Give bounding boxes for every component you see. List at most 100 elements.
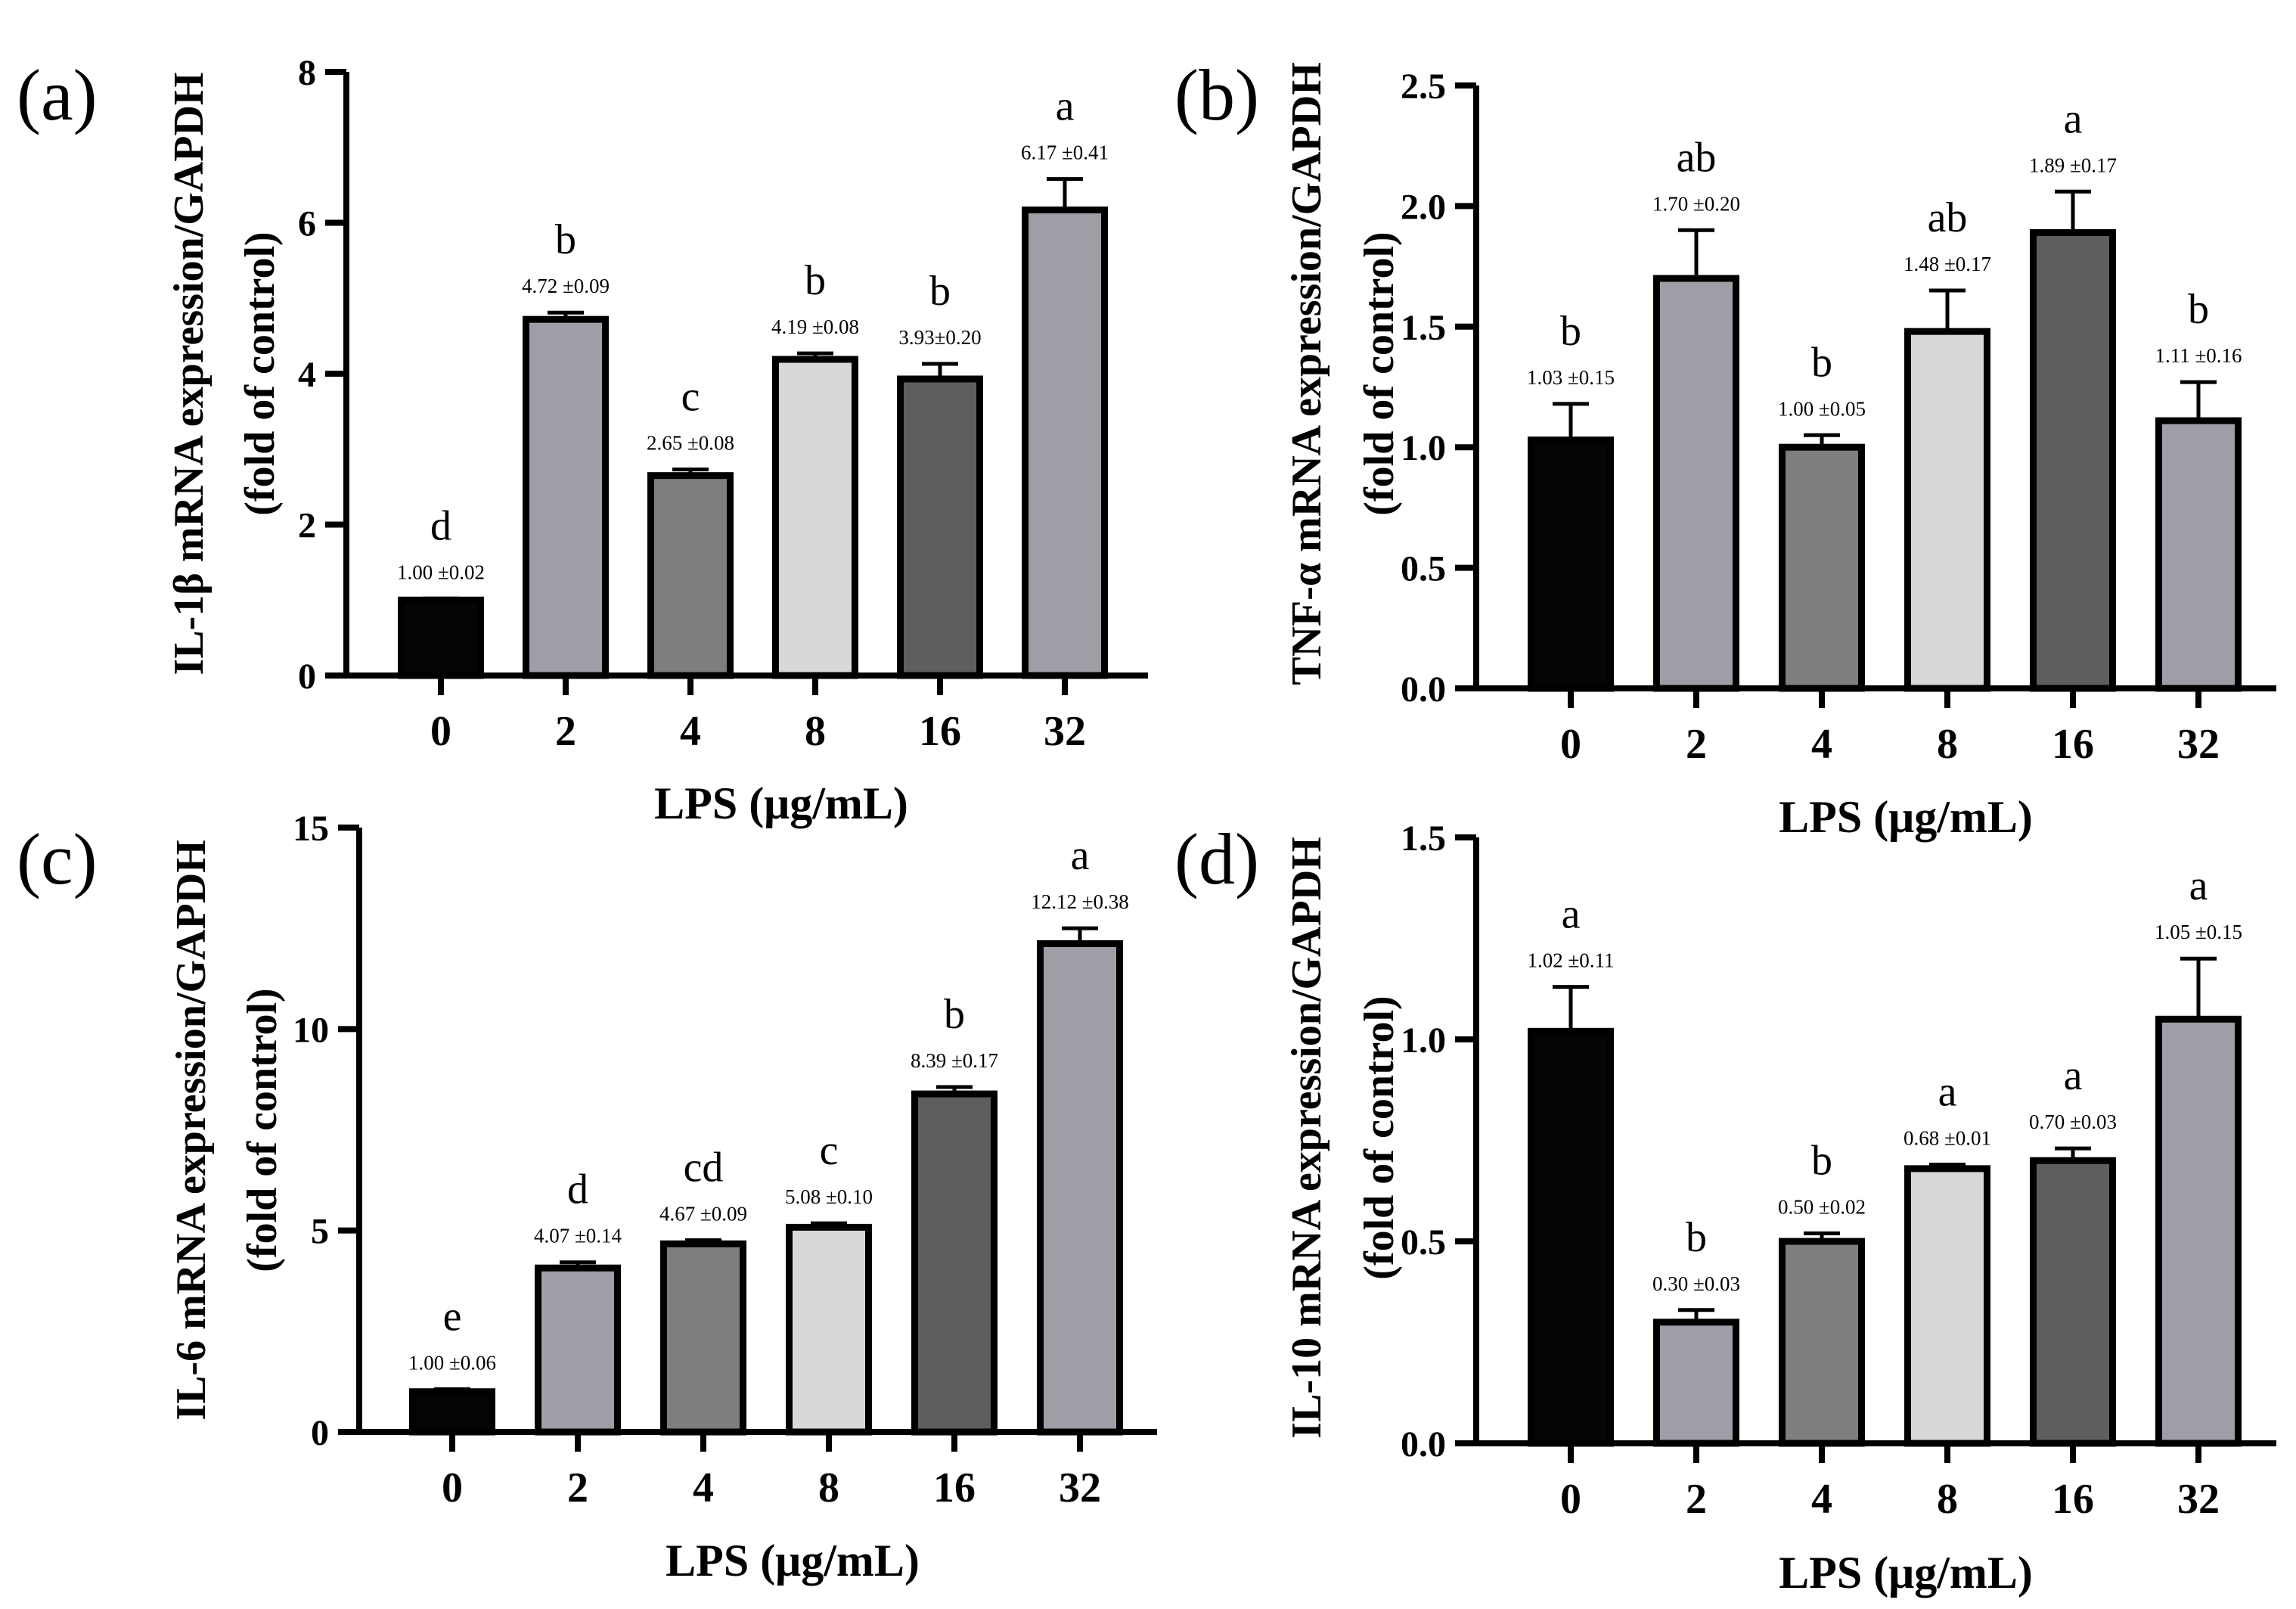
y-axis-title: IL-6 mRNA expression/GAPDH bbox=[168, 840, 215, 1420]
chart-panel-c: (c) 1.00 ±0.06 e 0 4.07 ±0.14 d 2 4.67 ±0.09 cd 4… bbox=[17, 809, 1157, 1586]
significance-letter: b bbox=[929, 268, 951, 315]
value-label: 1.48 ±0.17 bbox=[1904, 253, 1991, 275]
value-label: 2.65 ±0.08 bbox=[647, 432, 734, 455]
value-label: 1.11 ±0.16 bbox=[2155, 344, 2242, 367]
significance-letter: d bbox=[567, 1166, 588, 1213]
significance-letter: b bbox=[1560, 308, 1581, 355]
bar-4 bbox=[647, 472, 734, 679]
x-axis-title: LPS (μg/mL) bbox=[1779, 792, 2033, 842]
y-tick-label: 1.0 bbox=[1401, 428, 1446, 468]
significance-letter: b bbox=[2188, 286, 2209, 333]
value-label: 6.17 ±0.41 bbox=[1021, 141, 1109, 164]
significance-letter: c bbox=[820, 1127, 839, 1174]
value-label: 1.00 ±0.06 bbox=[408, 1352, 496, 1374]
y-tick-label: 1.0 bbox=[1401, 1020, 1446, 1061]
y-tick-label: 8 bbox=[298, 53, 316, 93]
significance-letter: b bbox=[944, 991, 965, 1038]
y-tick-label: 4 bbox=[298, 355, 316, 395]
value-label: 5.08 ±0.10 bbox=[785, 1185, 873, 1208]
bar-2 bbox=[1653, 275, 1739, 692]
bar-32 bbox=[1022, 207, 1108, 679]
bar-2 bbox=[535, 1264, 621, 1436]
bar-8 bbox=[786, 1223, 872, 1436]
significance-letter: a bbox=[1071, 832, 1090, 879]
bar-4 bbox=[660, 1240, 746, 1436]
significance-letter: b bbox=[555, 216, 576, 263]
value-label: 1.05 ±0.15 bbox=[2155, 921, 2242, 943]
significance-letter: a bbox=[2064, 1052, 2083, 1099]
bar-16 bbox=[911, 1090, 998, 1436]
y-tick-label: 2.0 bbox=[1401, 187, 1446, 227]
significance-letter: b bbox=[805, 257, 826, 304]
x-axis-title: LPS (μg/mL) bbox=[666, 1536, 920, 1586]
value-label: 0.70 ±0.03 bbox=[2029, 1110, 2117, 1133]
value-label: 0.68 ±0.01 bbox=[1904, 1127, 1991, 1150]
bar-32 bbox=[2155, 1015, 2242, 1447]
x-tick-label: 8 bbox=[1937, 1476, 1958, 1523]
y-tick-label: 0.5 bbox=[1401, 1222, 1446, 1263]
bar-0 bbox=[1528, 436, 1614, 692]
x-tick-label: 8 bbox=[818, 1465, 839, 1511]
value-label: 3.93±0.20 bbox=[898, 326, 981, 349]
y-tick-label: 0 bbox=[311, 1413, 329, 1453]
bar-8 bbox=[772, 356, 858, 679]
significance-letter: a bbox=[2064, 95, 2083, 142]
significance-letter: a bbox=[1938, 1069, 1957, 1116]
bar-16 bbox=[2030, 1157, 2116, 1447]
significance-letter: b bbox=[1811, 1137, 1832, 1184]
y-tick-label: 0 bbox=[298, 657, 316, 697]
x-tick-label: 2 bbox=[567, 1465, 588, 1511]
value-label: 1.03 ±0.15 bbox=[1527, 366, 1615, 389]
significance-letter: e bbox=[443, 1294, 462, 1340]
x-tick-label: 0 bbox=[442, 1465, 463, 1511]
x-tick-label: 4 bbox=[1811, 721, 1832, 768]
bar-0 bbox=[1528, 1027, 1614, 1447]
panel-label: (c) bbox=[17, 818, 98, 899]
significance-letter: b bbox=[1811, 339, 1832, 386]
x-tick-label: 16 bbox=[919, 708, 961, 755]
y-tick-label: 15 bbox=[293, 809, 329, 849]
x-tick-label: 2 bbox=[1686, 1476, 1707, 1523]
value-label: 1.00 ±0.05 bbox=[1778, 397, 1866, 420]
x-tick-label: 0 bbox=[1560, 1476, 1581, 1523]
significance-letter: b bbox=[1686, 1214, 1707, 1261]
bar-0 bbox=[398, 596, 484, 679]
bar-2 bbox=[523, 315, 609, 679]
value-label: 4.72 ±0.09 bbox=[522, 275, 610, 297]
x-tick-label: 16 bbox=[933, 1465, 976, 1511]
value-label: 1.02 ±0.11 bbox=[1527, 949, 1614, 972]
x-tick-label: 16 bbox=[2052, 721, 2094, 768]
panel-label: (a) bbox=[17, 54, 98, 135]
x-tick-label: 32 bbox=[2177, 1476, 2220, 1523]
y-tick-label: 5 bbox=[311, 1212, 329, 1252]
x-tick-label: 16 bbox=[2052, 1476, 2094, 1523]
bar-4 bbox=[1779, 443, 1865, 692]
y-tick-label: 1.5 bbox=[1401, 818, 1446, 859]
value-label: 12.12 ±0.38 bbox=[1031, 890, 1129, 913]
y-tick-label: 2 bbox=[298, 506, 316, 546]
x-tick-label: 0 bbox=[430, 708, 451, 755]
y-axis-subtitle: (fold of control) bbox=[237, 231, 284, 515]
x-tick-label: 4 bbox=[680, 708, 701, 755]
bar-4 bbox=[1779, 1238, 1865, 1447]
y-axis-title: IL-1β mRNA expression/GAPDH bbox=[166, 73, 213, 676]
bar-32 bbox=[2155, 417, 2242, 692]
chart-panel-d: (d) 1.02 ±0.11 a 0 0.30 ±0.03 b 2 0.50 ±0.02 b 4 0… bbox=[1174, 818, 2276, 1598]
y-axis-subtitle: (fold of control) bbox=[1356, 231, 1403, 515]
bar-32 bbox=[1037, 940, 1123, 1436]
value-label: 1.70 ±0.20 bbox=[1652, 192, 1740, 215]
significance-letter: ab bbox=[1677, 134, 1717, 181]
value-label: 1.89 ±0.17 bbox=[2029, 154, 2117, 176]
value-label: 4.67 ±0.09 bbox=[659, 1202, 747, 1225]
x-tick-label: 32 bbox=[2177, 721, 2220, 768]
y-axis-subtitle: (fold of control) bbox=[239, 988, 286, 1272]
significance-letter: a bbox=[1562, 891, 1581, 938]
x-tick-label: 32 bbox=[1044, 708, 1086, 755]
x-tick-label: 8 bbox=[1937, 721, 1958, 768]
value-label: 4.07 ±0.14 bbox=[534, 1225, 622, 1247]
significance-letter: cd bbox=[684, 1144, 724, 1191]
x-tick-label: 0 bbox=[1560, 721, 1581, 768]
y-tick-label: 0.0 bbox=[1401, 669, 1446, 710]
y-tick-label: 1.5 bbox=[1401, 308, 1446, 348]
